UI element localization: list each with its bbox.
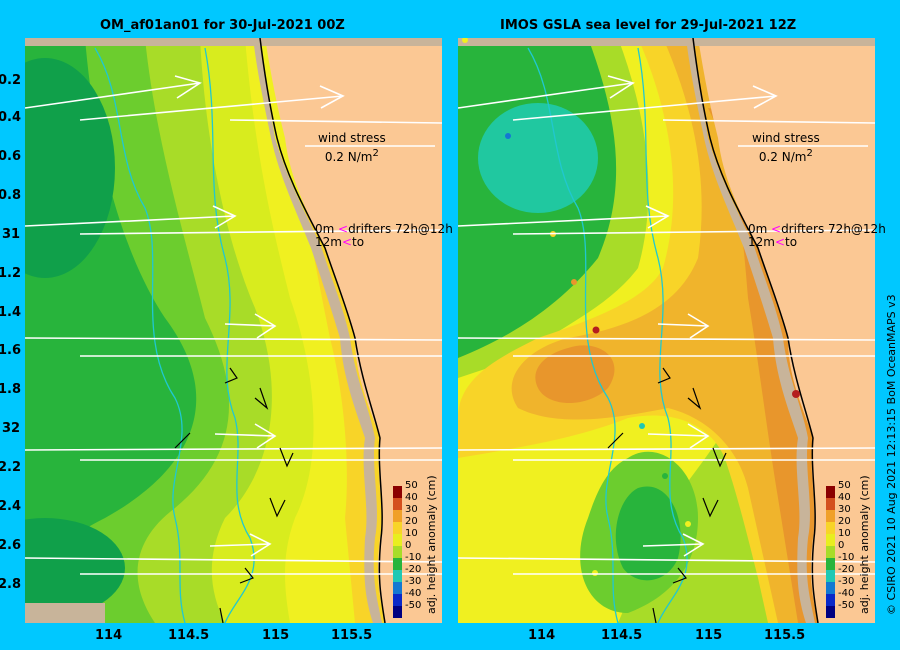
x-tick: 114	[95, 628, 123, 643]
colorbar-tick: 50	[838, 480, 851, 491]
x-tick: 115	[695, 628, 723, 643]
right-colorbar	[826, 486, 835, 618]
colorbar-tick: -40	[838, 588, 855, 599]
drifters-label-text: drifters 72h@12h	[781, 222, 886, 236]
x-tick: 114.5	[168, 628, 210, 643]
colorbar-tick: 30	[405, 504, 418, 515]
left-colorbar-title: adj. height anomaly (cm)	[425, 475, 438, 614]
left-drifter-start: 0m	[315, 222, 335, 236]
y-tick: 1.8	[0, 382, 22, 397]
left-drifters-label: <drifters 72h@12h	[338, 222, 453, 236]
left-drifter-end: 12m<to	[315, 235, 365, 249]
colorbar-tick: -20	[405, 564, 422, 575]
wind-legend-label: wind stress	[752, 131, 820, 145]
colorbar-tick: -30	[405, 576, 422, 587]
colorbar-tick: 10	[838, 528, 851, 539]
colorbar-tick: 0	[838, 540, 845, 551]
colorbar-tick: 0	[405, 540, 412, 551]
drifter-end-to: to	[352, 235, 365, 249]
right-drifters-label: <drifters 72h@12h	[771, 222, 886, 236]
wind-legend-label: wind stress	[318, 131, 386, 145]
colorbar-tick: 40	[838, 492, 851, 503]
drifter-end-to: to	[785, 235, 798, 249]
right-drifter-start: 0m	[748, 222, 768, 236]
right-wind-legend: wind stress 0.2 N/m2	[752, 130, 820, 165]
y-tick: 1.6	[0, 343, 22, 358]
x-tick: 114	[528, 628, 556, 643]
x-tick: 115.5	[764, 628, 806, 643]
x-tick: 115	[262, 628, 290, 643]
y-tick: 1.4	[0, 305, 22, 320]
colorbar-tick: 10	[405, 528, 418, 539]
y-tick: 32	[2, 421, 21, 436]
y-tick: 2.2	[0, 460, 22, 475]
credit-text: © CSIRO 2021 10 Aug 2021 12:13:15 BoM Oc…	[885, 294, 898, 615]
y-tick: 2.6	[0, 538, 22, 553]
y-tick: 0.6	[0, 149, 22, 164]
left-colorbar	[393, 486, 402, 618]
wind-legend-exponent: 2	[806, 148, 813, 159]
left-wind-legend: wind stress 0.2 N/m2	[318, 130, 386, 165]
left-map	[25, 38, 442, 623]
right-colorbar-title: adj. height anomaly (cm)	[858, 475, 871, 614]
y-tick: 0.8	[0, 188, 22, 203]
colorbar-tick: -50	[405, 600, 422, 611]
colorbar-tick: 40	[405, 492, 418, 503]
y-tick: 2.4	[0, 499, 22, 514]
y-tick: 31	[2, 227, 21, 242]
drifters-label-text: drifters 72h@12h	[348, 222, 453, 236]
colorbar-tick: -10	[405, 552, 422, 563]
wind-legend-exponent: 2	[372, 148, 379, 159]
drifter-end-from: 12m	[748, 235, 775, 249]
wind-legend-value: 0.2 N/m	[758, 150, 807, 164]
colorbar-tick: 20	[838, 516, 851, 527]
colorbar-tick: 30	[838, 504, 851, 515]
y-tick: 2.8	[0, 577, 22, 592]
y-tick: 0.2	[0, 73, 22, 88]
colorbar-tick: -20	[838, 564, 855, 575]
colorbar-tick: 50	[405, 480, 418, 491]
right-drifter-end: 12m<to	[748, 235, 798, 249]
y-tick: 0.4	[0, 110, 22, 125]
wind-legend-value: 0.2 N/m	[324, 150, 373, 164]
colorbar-tick: -50	[838, 600, 855, 611]
right-map	[458, 38, 875, 623]
colorbar-tick: -30	[838, 576, 855, 587]
x-tick: 115.5	[331, 628, 373, 643]
colorbar-tick: -40	[405, 588, 422, 599]
colorbar-tick: -10	[838, 552, 855, 563]
colorbar-tick: 20	[405, 516, 418, 527]
drifter-end-from: 12m	[315, 235, 342, 249]
right-panel-title: IMOS GSLA sea level for 29-Jul-2021 12Z	[500, 18, 797, 33]
y-tick: 1.2	[0, 266, 22, 281]
left-panel-title: OM_af01an01 for 30-Jul-2021 00Z	[100, 18, 345, 33]
x-tick: 114.5	[601, 628, 643, 643]
